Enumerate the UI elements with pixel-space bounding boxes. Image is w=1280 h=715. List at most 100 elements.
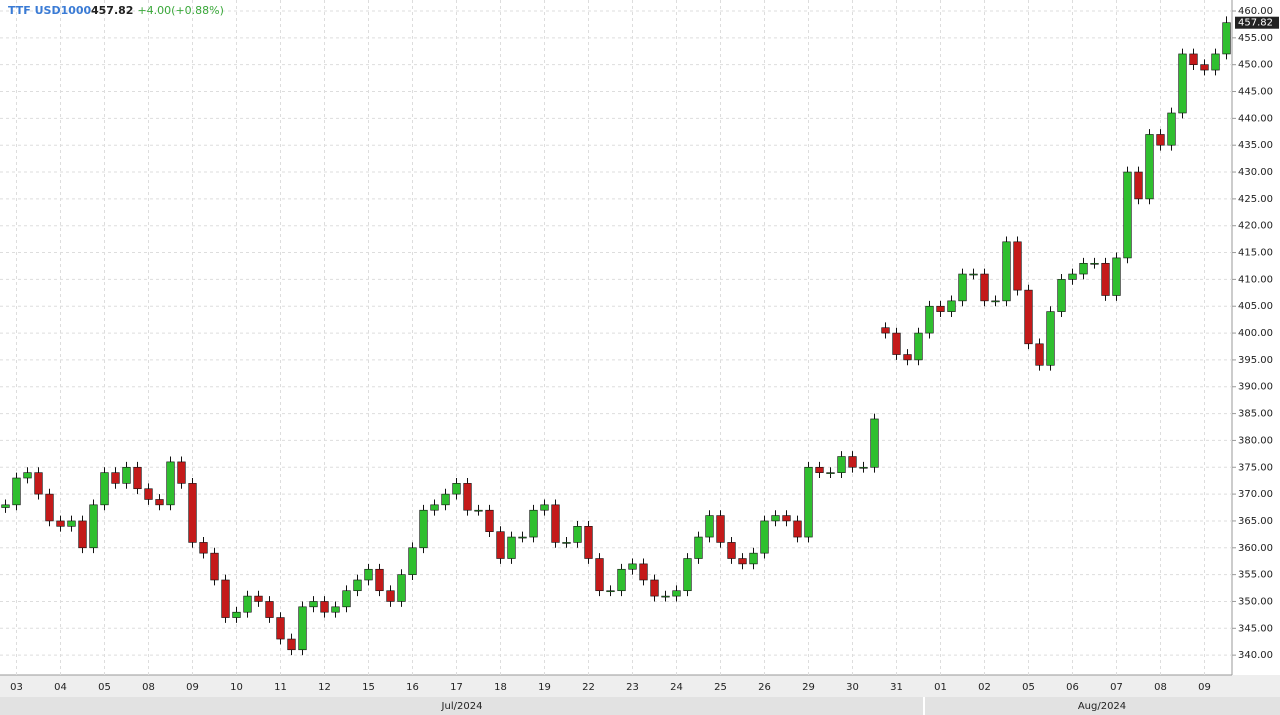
candle-body — [1046, 311, 1055, 366]
x-tick-label: 22 — [582, 682, 595, 693]
candle-body — [738, 558, 747, 565]
candle-body — [67, 520, 76, 527]
candle-body — [1200, 64, 1209, 71]
candle-body — [419, 509, 428, 549]
candle-body — [397, 574, 406, 602]
candle-body — [925, 305, 934, 334]
x-tick-label: 09 — [1198, 682, 1211, 693]
candle-body — [672, 590, 681, 597]
candle-body — [364, 568, 373, 581]
candle-body — [837, 456, 846, 473]
candle-body — [463, 483, 472, 511]
candle-body — [804, 466, 813, 538]
candle-body — [848, 456, 857, 468]
x-tick-label: 15 — [362, 682, 375, 693]
candle-body — [353, 579, 362, 592]
candle-body — [826, 472, 835, 474]
candle-body — [441, 493, 450, 506]
x-tick-label: 08 — [1154, 682, 1167, 693]
candle-body — [1068, 273, 1077, 280]
x-tick-label: 25 — [714, 682, 727, 693]
candle-body — [375, 568, 384, 592]
candle-body — [122, 466, 131, 484]
candle-body — [78, 520, 87, 549]
candle-body — [1002, 241, 1011, 302]
candle-body — [342, 590, 351, 608]
y-tick-label: 440.00 — [1238, 113, 1273, 124]
candle-body — [1156, 134, 1165, 146]
candle-body — [749, 552, 758, 565]
x-tick-label: 12 — [318, 682, 331, 693]
candle-body — [287, 638, 296, 651]
y-tick-label: 340.00 — [1238, 650, 1273, 661]
candle-body — [12, 477, 21, 506]
candle-body — [210, 552, 219, 581]
candle-body — [1112, 257, 1121, 296]
candle-body — [562, 542, 571, 544]
candle-body — [815, 466, 824, 473]
candle-body — [870, 418, 879, 468]
candle-body — [485, 509, 494, 532]
y-tick-label: 430.00 — [1238, 167, 1273, 178]
x-tick-label: 08 — [142, 682, 155, 693]
x-tick-label: 23 — [626, 682, 639, 693]
x-tick-label: 16 — [406, 682, 419, 693]
candle-body — [243, 595, 252, 613]
y-tick-label: 345.00 — [1238, 623, 1273, 634]
candle-body — [177, 461, 186, 484]
candle-body — [529, 509, 538, 538]
candle-body — [936, 305, 945, 312]
y-tick-label: 405.00 — [1238, 301, 1273, 312]
candle-body — [573, 526, 582, 543]
y-tick-label: 365.00 — [1238, 516, 1273, 527]
x-tick-label: 26 — [758, 682, 771, 693]
y-tick-label: 415.00 — [1238, 248, 1273, 259]
y-tick-label: 360.00 — [1238, 543, 1273, 554]
candle-body — [518, 536, 527, 539]
candle-body — [903, 354, 912, 361]
candle-body — [1, 504, 10, 508]
candle-body — [1145, 134, 1154, 200]
price-change: +4.00(+0.88%) — [137, 4, 223, 17]
candle-body — [34, 472, 43, 495]
y-tick-label: 425.00 — [1238, 194, 1273, 205]
candle-body — [661, 595, 670, 598]
candle-body — [309, 601, 318, 608]
y-tick-label: 445.00 — [1238, 87, 1273, 98]
candle-body — [331, 606, 340, 613]
x-tick-label: 30 — [846, 682, 859, 693]
candle-body — [1024, 289, 1033, 345]
candle-body — [199, 542, 208, 554]
candle-body — [705, 515, 714, 538]
candle-body — [320, 601, 329, 613]
candle-body — [496, 531, 505, 559]
month-band — [0, 697, 1280, 715]
x-tick-label: 03 — [10, 682, 23, 693]
y-tick-label: 370.00 — [1238, 489, 1273, 500]
candle-body — [694, 536, 703, 559]
candle-body — [650, 579, 659, 597]
candle-body — [881, 327, 890, 334]
candle-body — [232, 611, 241, 618]
x-tick-label: 06 — [1066, 682, 1079, 693]
candles — [1, 16, 1231, 656]
candle-body — [1090, 262, 1099, 265]
y-tick-label: 350.00 — [1238, 596, 1273, 607]
y-tick-label: 455.00 — [1238, 33, 1273, 44]
x-tick-label: 24 — [670, 682, 683, 693]
candle-body — [45, 493, 54, 522]
candle-body — [969, 273, 978, 276]
candle-body — [144, 488, 153, 500]
candle-body — [980, 273, 989, 302]
candle-body — [551, 504, 560, 543]
candle-body — [628, 563, 637, 570]
candle-body — [892, 332, 901, 355]
x-tick-label: 11 — [274, 682, 287, 693]
last-price: 457.82 — [91, 4, 133, 17]
candle-body — [584, 526, 593, 559]
candle-body — [100, 472, 109, 506]
last-price-tag — [1235, 16, 1279, 29]
y-tick-label: 385.00 — [1238, 409, 1273, 420]
